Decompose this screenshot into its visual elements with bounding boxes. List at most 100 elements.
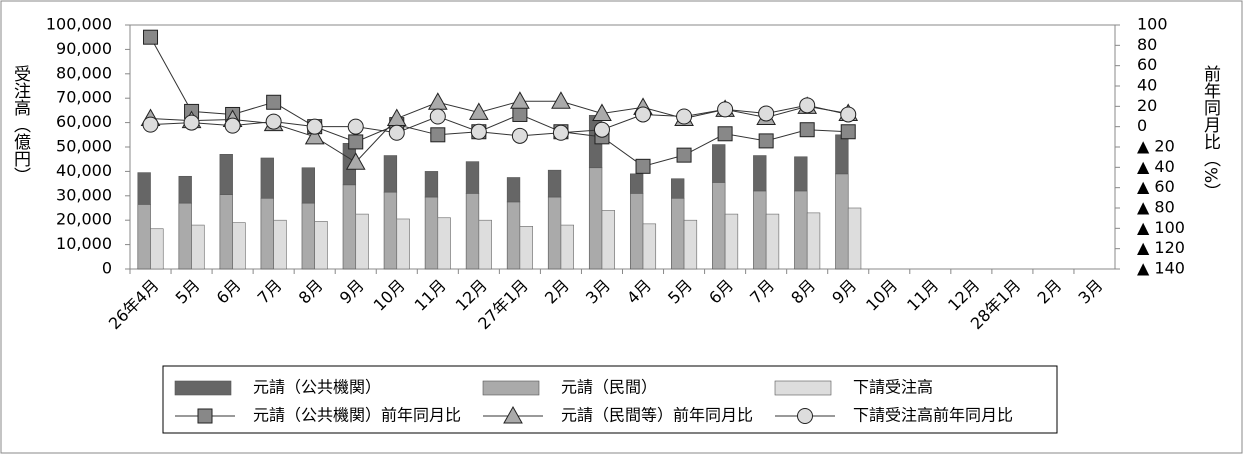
marker-triangle (304, 126, 325, 145)
bar (683, 219, 698, 270)
bar (273, 219, 287, 270)
marker-circle (840, 106, 857, 123)
marker-circle (799, 97, 816, 114)
bar-segment (547, 196, 562, 270)
marker-circle (470, 123, 487, 140)
bar-segment (383, 191, 398, 270)
y2-tick-label: ▲ 80 (1137, 198, 1175, 217)
bar (396, 218, 410, 270)
marker-triangle (510, 91, 530, 109)
y2-axis-label: 前年同月比（%） (1200, 65, 1221, 200)
bar-segment (506, 177, 521, 203)
legend-label: 元請（民間） (561, 378, 657, 397)
legend-label: 下請受注高前年同月比 (853, 406, 1013, 425)
marker-square (430, 127, 446, 143)
y-tick-label: 50,000 (56, 137, 112, 156)
bar-segment (260, 157, 274, 199)
marker-circle (142, 116, 159, 133)
marker-circle (552, 124, 569, 141)
y2-tick-label: ▲ 140 (1137, 259, 1185, 278)
marker-triangle (468, 102, 489, 120)
y2-tick-label: 100 (1137, 15, 1168, 34)
y-tick-label: 20,000 (56, 210, 112, 229)
y2-tick-label: ▲ 60 (1137, 177, 1175, 196)
marker-circle (265, 113, 282, 130)
marker-square (799, 122, 815, 138)
bar-segment (301, 167, 315, 204)
bar-segment (629, 193, 644, 270)
bar-segment (588, 167, 603, 270)
bar (437, 217, 451, 270)
marker-square (758, 133, 774, 149)
bar-segment (178, 175, 192, 204)
bar-segment (219, 154, 233, 195)
marker-square (676, 147, 692, 163)
bar (642, 223, 657, 270)
legend-label: 元請（民間等）前年同月比 (561, 406, 753, 425)
y2-tick-label: ▲ 100 (1137, 218, 1185, 237)
y2-tick-label: 40 (1137, 76, 1157, 95)
marker-circle (635, 106, 652, 123)
bar (478, 219, 492, 270)
y-tick-label: 70,000 (56, 88, 112, 107)
marker-square (840, 124, 856, 140)
y-tick-label: 100,000 (46, 15, 112, 34)
bar-segment (424, 196, 439, 270)
legend-label: 元請（公共機関） (253, 378, 381, 397)
y2-tick-label: ▲ 40 (1137, 157, 1175, 176)
bar (765, 213, 780, 270)
bar (355, 213, 369, 270)
legend (162, 365, 1058, 434)
marker-square (143, 29, 159, 45)
marker-triangle (551, 91, 571, 109)
bar-segment (671, 178, 685, 199)
legend-label: 下請受注高 (853, 378, 933, 397)
bar-segment (671, 197, 685, 270)
legend-swatch (482, 380, 540, 396)
bar-segment (137, 204, 151, 270)
y2-tick-label: 60 (1137, 55, 1157, 74)
y2-tick-label: 20 (1137, 96, 1157, 115)
marker-triangle (345, 152, 366, 170)
marker-square (197, 408, 213, 424)
bar (232, 222, 246, 270)
bar-segment (547, 169, 562, 198)
marker-circle (347, 118, 364, 135)
marker-circle (388, 124, 405, 141)
bar-segment (465, 193, 480, 270)
bar-segment (260, 197, 274, 270)
y-tick-label: 60,000 (56, 112, 112, 131)
marker-circle (183, 114, 200, 131)
bar-segment (753, 190, 767, 270)
y-axis-label: 受注高（億円） (10, 65, 31, 184)
y-tick-label: 80,000 (56, 63, 112, 82)
y-tick-label: 90,000 (56, 39, 112, 58)
bar-segment (506, 201, 521, 270)
y-tick-label: 0 (102, 259, 112, 278)
bar (724, 213, 739, 270)
bar (560, 224, 574, 270)
marker-square (512, 106, 528, 122)
bar-segment (835, 134, 849, 175)
marker-circle (717, 101, 734, 118)
marker-square (348, 134, 364, 150)
y2-tick-label: ▲ 20 (1137, 137, 1175, 156)
legend-label: 元請（公共機関）前年同月比 (253, 406, 461, 425)
y-tick-label: 30,000 (56, 185, 112, 204)
bar-segment (753, 155, 767, 192)
marker-circle (511, 127, 528, 144)
bar-segment (794, 190, 808, 270)
y-tick-label: 40,000 (56, 161, 112, 180)
bar (601, 210, 616, 270)
y2-tick-label: ▲ 120 (1137, 238, 1185, 257)
bar-segment (424, 171, 439, 198)
legend-swatch (174, 380, 232, 396)
bar-segment (301, 202, 315, 270)
marker-triangle (503, 405, 523, 424)
bar (191, 224, 205, 270)
marker-square (635, 158, 651, 174)
bar (314, 221, 328, 270)
bar-segment (629, 173, 644, 194)
marker-circle (758, 105, 775, 122)
bar (847, 207, 862, 270)
